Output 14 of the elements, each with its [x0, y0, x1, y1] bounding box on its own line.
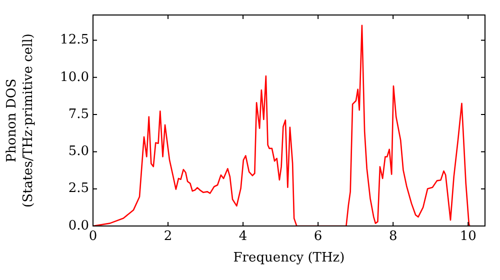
x-tick-label: 0: [88, 229, 98, 244]
x-axis-title: Frequency (THz): [233, 250, 345, 266]
x-tick-label: 6: [314, 229, 322, 244]
y-tick-label: 7.5: [68, 106, 89, 122]
x-tick-label: 10: [460, 229, 476, 244]
y-tick-label: 12.5: [60, 32, 89, 48]
x-tick-label: 8: [388, 229, 398, 244]
y-tick-label: 10.0: [60, 70, 89, 85]
y-tick-label: 2.5: [68, 181, 89, 196]
x-tick-label: 4: [238, 229, 248, 244]
y-axis-title: Phonon DOS (States/THz·primitive cell): [4, 33, 36, 208]
y-tick-label: 5.0: [68, 144, 89, 160]
x-tick-label: 2: [164, 229, 172, 244]
y-tick-label: 0.0: [68, 218, 89, 234]
